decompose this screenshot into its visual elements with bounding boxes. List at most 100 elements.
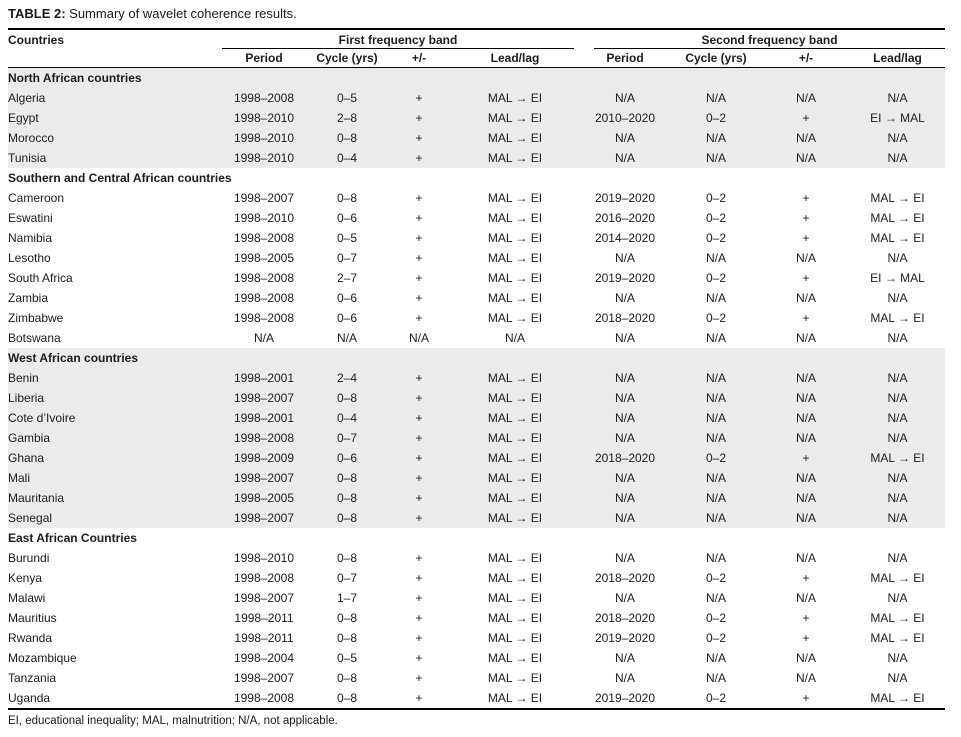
value-cell: N/A [887, 551, 908, 565]
value-cell: 1998–2001 [222, 368, 306, 388]
value-cell: MAL → EI [450, 108, 580, 128]
value-cell: N/A [614, 551, 635, 565]
value-cell: + [415, 611, 423, 625]
value-cell: 1998–2010 [222, 128, 306, 148]
value-cell: + [802, 631, 810, 645]
value-cell: + [415, 251, 423, 265]
value-cell: 1998–2010 [222, 108, 306, 128]
value-cell: MAL → EI [450, 508, 580, 528]
table-row: Benin 1998–2001 2–4 + MAL → EI N/A N/A N/A N/A [8, 368, 946, 388]
value-cell: N/A [705, 331, 726, 345]
value-cell: N/A [705, 551, 726, 565]
value-cell: 2010–2020 [580, 108, 670, 128]
value-cell: N/A [762, 408, 850, 428]
value-cell: N/A [670, 88, 762, 108]
value-cell: 0–2 [705, 571, 727, 585]
value-cell: 2018–2020 [580, 448, 670, 468]
value-cell: + [388, 508, 450, 528]
value-cell: MAL → EI [487, 311, 543, 325]
value-cell: MAL → EI [450, 428, 580, 448]
table-body: North African countries Algeria 1998–2008 0… [8, 67, 946, 710]
value-cell: 1998–2010 [233, 551, 295, 565]
section-header-row: Southern and Central African countries [8, 168, 945, 188]
value-cell: 2018–2020 [594, 571, 656, 585]
value-cell: MAL → EI [450, 388, 580, 408]
value-cell: N/A [670, 488, 762, 508]
value-cell: 1998–2007 [233, 591, 295, 605]
table-row: Malawi 1998–2007 1–7 + MAL → EI N/A N/A N/A N/A [8, 588, 945, 608]
value-cell: MAL → EI [870, 611, 925, 625]
table-row: Burundi 1998–2010 0–8 + MAL → EI N/A N/A N/A N/A [8, 548, 945, 568]
table-row: Tanzania 1998–2007 0–8 + MAL → EI N/A N/A N/A N/… [8, 668, 945, 688]
table-title-label: TABLE 2: [8, 6, 66, 21]
value-cell: 1998–2005 [233, 251, 295, 265]
value-cell: + [415, 571, 423, 585]
table-row: Zimbabwe 1998–2008 0–6 + MAL → EI 2018–2020 0–… [8, 308, 945, 328]
table-row: Senegal 1998–2007 0–8 + MAL → EI N/A N/A N/A N/A [8, 508, 946, 528]
value-cell: MAL → EI [487, 671, 543, 685]
subheader-period-1: Period [222, 49, 306, 68]
value-cell: + [388, 408, 450, 428]
country-cell: Mauritius [8, 611, 57, 625]
subheader-sign-2: +/- [762, 49, 850, 68]
value-cell: MAL → EI [870, 311, 925, 325]
value-cell: 0–8 [336, 671, 358, 685]
value-cell: 1998–2004 [233, 651, 295, 665]
value-cell: MAL → EI [487, 211, 543, 225]
value-cell: N/A [580, 468, 670, 488]
table-row: Eswatini 1998–2010 0–6 + MAL → EI 2016–2020 0–… [8, 208, 945, 228]
value-cell: 0–2 [670, 108, 762, 128]
value-cell: N/A [850, 408, 946, 428]
value-cell: N/A [850, 468, 946, 488]
value-cell: MAL → EI [870, 231, 925, 245]
value-cell: + [388, 448, 450, 468]
value-cell: N/A [762, 508, 850, 528]
value-cell: 0–7 [306, 428, 388, 448]
value-cell: 1–7 [336, 591, 358, 605]
value-cell: 0–2 [705, 631, 727, 645]
value-cell: + [388, 128, 450, 148]
table-row: Egypt 1998–2010 2–8 + MAL → EI 2010–2020 0–2 + E… [8, 108, 946, 128]
country-cell: Mozambique [8, 651, 77, 665]
value-cell: N/A [795, 251, 816, 265]
value-cell: 1998–2008 [233, 291, 295, 305]
value-cell: + [388, 388, 450, 408]
subheader-period-2: Period [580, 49, 670, 68]
subheader-sign-1: +/- [388, 49, 450, 68]
value-cell: N/A [670, 508, 762, 528]
country-cell: Rwanda [8, 631, 53, 645]
country-cell: Zimbabwe [8, 311, 64, 325]
value-cell: MAL → EI [487, 651, 543, 665]
value-cell: + [415, 191, 423, 205]
value-cell: + [802, 271, 810, 285]
table-header: Countries First frequency band Second fr… [8, 29, 946, 68]
value-cell: + [802, 691, 810, 705]
value-cell: MAL → EI [870, 191, 925, 205]
country-cell: Uganda [8, 691, 51, 705]
table-row: Cameroon 1998–2007 0–8 + MAL → EI 2019–2020 0–… [8, 188, 945, 208]
value-cell: MAL → EI [487, 291, 543, 305]
value-cell: 0–8 [306, 128, 388, 148]
country-cell: Ghana [8, 448, 222, 468]
subheader-leadlag-2: Lead/lag [850, 49, 946, 68]
value-cell: N/A [850, 508, 946, 528]
value-cell: 2019–2020 [594, 691, 656, 705]
value-cell: 0–2 [705, 691, 727, 705]
value-cell: N/A [614, 291, 635, 305]
value-cell: MAL → EI [870, 631, 925, 645]
value-cell: N/A [580, 128, 670, 148]
table-row: Morocco 1998–2010 0–8 + MAL → EI N/A N/A N/A N/A [8, 128, 946, 148]
value-cell: N/A [795, 551, 816, 565]
value-cell: 0–4 [306, 148, 388, 168]
value-cell: N/A [850, 88, 946, 108]
value-cell: N/A [670, 428, 762, 448]
table-row: Algeria 1998–2008 0–5 + MAL → EI N/A N/A N/A N/A [8, 88, 946, 108]
value-cell: MAL → EI [450, 368, 580, 388]
table-title-text: Summary of wavelet coherence results. [65, 6, 297, 21]
value-cell: N/A [850, 368, 946, 388]
value-cell: N/A [670, 468, 762, 488]
value-cell: + [415, 311, 423, 325]
value-cell: N/A [614, 651, 635, 665]
value-cell: MAL → EI [870, 211, 925, 225]
value-cell: N/A [850, 428, 946, 448]
